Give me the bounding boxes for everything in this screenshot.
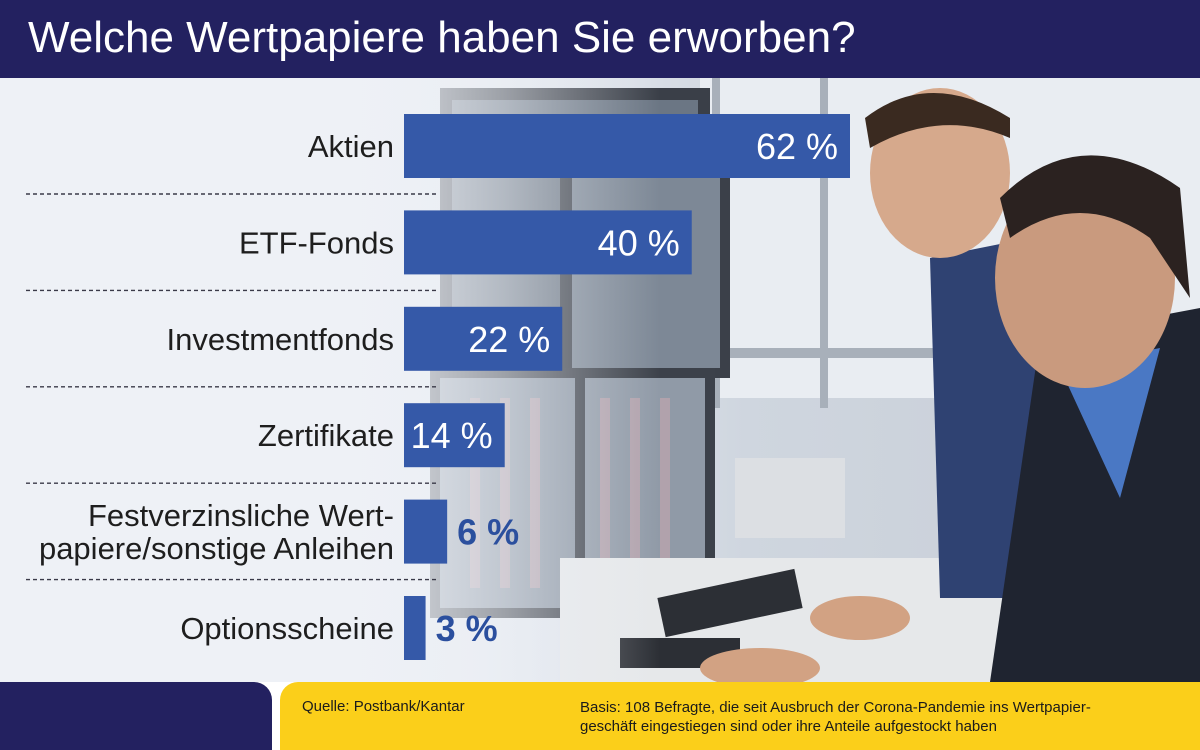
bar-1 xyxy=(404,210,692,275)
basis-note: Basis: 108 Befragte, die seit Ausbruch d… xyxy=(580,698,1180,736)
photo-fade-overlay xyxy=(0,78,1200,682)
value-label-5: 3 % xyxy=(436,608,498,649)
bar-2 xyxy=(404,306,563,371)
bar-chart: Aktien 62 % ETF-Fonds 40 % Investmentfonds 22… xyxy=(0,78,1200,682)
bar-0 xyxy=(404,114,850,178)
category-label-0: Aktien xyxy=(308,129,394,164)
category-label-4: Festverzinsliche Wert-papiere/sonstige A… xyxy=(39,498,394,566)
footer-left-band xyxy=(0,682,272,750)
chart-title: Welche Wertpapiere haben Sie erworben? xyxy=(28,13,856,62)
category-label-5: Optionsscheine xyxy=(180,611,394,646)
bar-chart-svg: Aktien 62 % ETF-Fonds 40 % Investmentfonds 22… xyxy=(26,114,850,660)
category-label-2: Investmentfonds xyxy=(167,322,394,357)
basis-line-2: geschäft eingestiegen sind oder ihre Ant… xyxy=(580,718,997,735)
footer-source-band: Quelle: Postbank/Kantar Basis: 108 Befra… xyxy=(280,682,1200,750)
bar-5 xyxy=(404,596,426,660)
value-label-4: 6 % xyxy=(457,512,519,553)
category-label-1: ETF-Fonds xyxy=(239,225,394,260)
bar-3 xyxy=(404,403,505,468)
value-label-2: 22 % xyxy=(468,319,550,360)
bar-4 xyxy=(404,499,448,564)
header-band: Welche Wertpapiere haben Sie erworben? xyxy=(0,0,1200,78)
category-label-3: Zertifikate xyxy=(258,418,394,453)
value-label-3: 14 % xyxy=(411,415,493,456)
value-label-0: 62 % xyxy=(756,126,838,167)
value-label-1: 40 % xyxy=(598,222,680,263)
source-note: Quelle: Postbank/Kantar xyxy=(302,698,465,715)
basis-line-1: Basis: 108 Befragte, die seit Ausbruch d… xyxy=(580,699,1091,716)
